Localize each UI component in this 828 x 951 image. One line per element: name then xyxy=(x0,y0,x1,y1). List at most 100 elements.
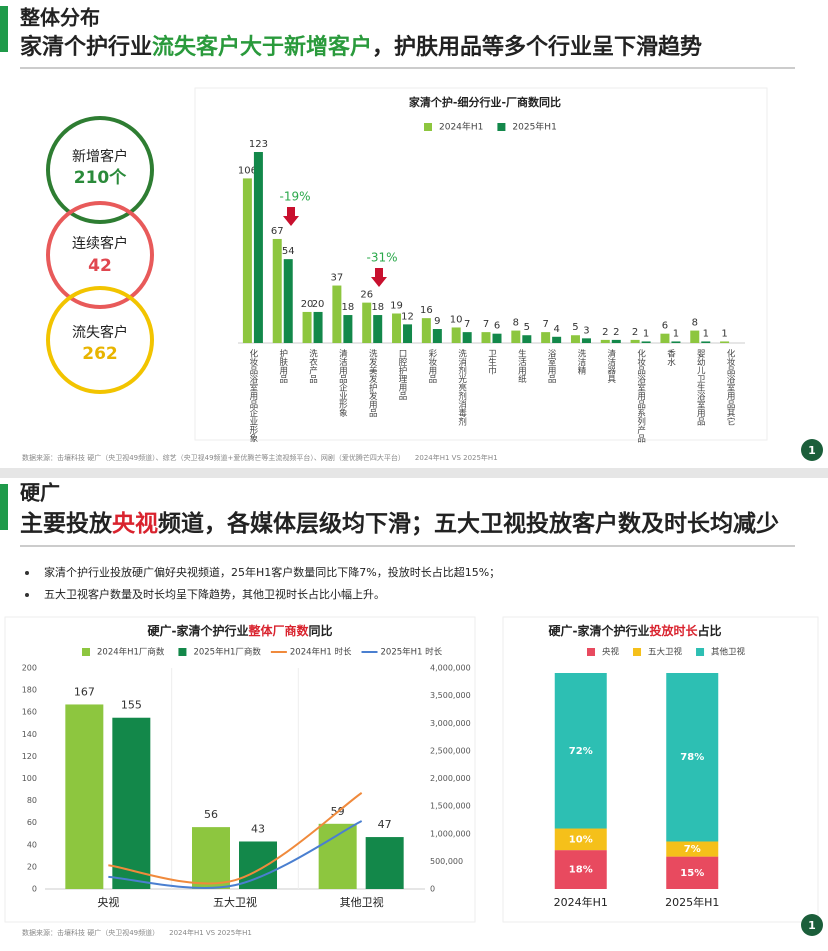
chart-title-highlight: 整体厂商数 xyxy=(247,623,309,638)
legend-swatch xyxy=(633,648,642,656)
data-label: 37 xyxy=(331,273,344,284)
data-label: 16 xyxy=(420,305,433,316)
y2-tick-label: 1,000,000 xyxy=(430,829,471,838)
y-tick-label: 40 xyxy=(27,840,37,849)
data-label: 7% xyxy=(684,844,701,855)
data-label: 78% xyxy=(680,752,704,763)
source-text: 数据来源：击壤科技 硬广（央卫视49频道） xyxy=(22,928,159,937)
legend-swatch xyxy=(178,648,187,656)
bar-segment xyxy=(554,673,607,829)
down-arrow xyxy=(283,207,299,226)
data-label: 47 xyxy=(378,818,392,831)
data-label: 8 xyxy=(513,318,519,329)
y-tick-label: 0 xyxy=(32,885,37,894)
legend-swatch xyxy=(497,123,506,131)
headline-part: ，护肤用品等多个行业呈下滑趋势 xyxy=(372,34,702,60)
source-note: 数据来源：击壤科技 硬广（央卫视49频道）、综艺（央卫视49频道+爱优腾芒等主流… xyxy=(22,453,498,462)
data-label: 15% xyxy=(680,868,704,879)
bar xyxy=(239,841,277,889)
data-label: 7 xyxy=(483,319,489,330)
y-tick-label: 20 xyxy=(27,862,37,871)
x-tick-label: 洗衣产品 xyxy=(308,348,318,384)
data-label: 5 xyxy=(524,322,530,333)
data-label: 56 xyxy=(204,808,218,821)
bar xyxy=(362,302,372,343)
bar-segment xyxy=(666,841,719,857)
bar-segment xyxy=(666,856,719,889)
y-tick-label: 160 xyxy=(22,708,37,717)
bar xyxy=(343,315,353,343)
section-title: 整体分布 xyxy=(19,6,100,30)
bar xyxy=(272,238,282,343)
legend-label: 2025年H1厂商数 xyxy=(193,647,261,658)
bar xyxy=(242,178,252,343)
bar xyxy=(192,827,230,889)
data-label: 106 xyxy=(238,165,257,176)
legend-label: 其他卫视 xyxy=(711,647,746,658)
annotation: -19% xyxy=(279,190,310,204)
bar xyxy=(112,717,151,889)
y2-tick-label: 2,000,000 xyxy=(430,774,471,783)
x-tick-label: 彩妆用品 xyxy=(427,348,437,384)
x-tick-label: 卫生巾 xyxy=(487,349,497,375)
accent-bar xyxy=(0,6,8,52)
bar xyxy=(690,330,700,343)
page-badge xyxy=(801,914,823,936)
source-text: 数据来源：击壤科技 硬广（央卫视49频道）、综艺（央卫视49频道+爱优腾芒等主流… xyxy=(22,453,405,462)
chart-title-highlight: 投放时长 xyxy=(649,623,698,638)
section-title: 硬广 xyxy=(20,481,60,505)
data-label: 20 xyxy=(312,299,325,310)
customer-label: 流失客户 xyxy=(72,324,128,341)
bullet-dot xyxy=(25,593,29,597)
data-label: 8 xyxy=(692,318,698,329)
line xyxy=(108,820,363,889)
customer-label: 连续客户 xyxy=(72,235,128,252)
x-tick-label: 化妆品浴室用品系列产品 xyxy=(636,348,646,443)
bullet: 五大卫视客户数量及时长均呈下降趋势，其他卫视时长占比小幅上升。 xyxy=(44,587,385,601)
data-label: 67 xyxy=(271,226,284,237)
data-label: 43 xyxy=(251,822,265,835)
legend-swatch xyxy=(696,648,705,656)
data-label: 5 xyxy=(572,322,578,333)
bullet-dot xyxy=(25,571,29,575)
data-label: 19 xyxy=(390,300,403,311)
customer-value: 262 xyxy=(82,344,118,364)
bullet: 家清个护行业投放硬广偏好央视频道，25年H1客户数量同比下降7%，投放时长占比超… xyxy=(44,565,500,579)
bar xyxy=(432,329,442,343)
legend-label: 2025年H1 xyxy=(512,121,556,133)
chart-title-part: 硬广-家清个护行业 xyxy=(147,623,248,638)
chart-title-part: 硬广-家清个护行业 xyxy=(548,623,649,638)
bar xyxy=(253,152,263,343)
legend-label: 2024年H1 xyxy=(439,121,483,133)
legend-label: 2024年H1厂商数 xyxy=(97,647,165,658)
data-label: 18% xyxy=(569,865,593,876)
y2-tick-label: 2,500,000 xyxy=(430,746,471,755)
x-tick-label: 生活用纸 xyxy=(516,348,526,384)
customer-circle xyxy=(46,116,154,224)
y2-tick-label: 3,500,000 xyxy=(430,691,471,700)
y2-tick-label: 3,000,000 xyxy=(430,719,471,728)
bar xyxy=(541,332,551,343)
bar xyxy=(701,341,711,343)
data-label: 3 xyxy=(583,325,589,336)
x-tick-label: 洗发美发护发用品 xyxy=(367,348,377,418)
customer-label: 新增客户 xyxy=(72,148,128,165)
y-tick-label: 60 xyxy=(27,818,37,827)
data-label: 12 xyxy=(401,311,414,322)
source-note: 数据来源：击壤科技 硬广（央卫视49频道） 2024年H1 VS 2025年H1 xyxy=(22,928,252,937)
legend-swatch xyxy=(82,648,90,656)
down-arrow xyxy=(371,268,387,287)
bar xyxy=(65,704,104,889)
x-tick-label: 婴幼儿卫生浴室用品 xyxy=(695,349,705,426)
bar-segment xyxy=(554,828,607,851)
headline: 主要投放央视频道，各媒体层级均下滑；五大卫视投放客户数及时长均减少 xyxy=(20,510,779,537)
y-tick-label: 200 xyxy=(22,664,37,673)
data-label: 1 xyxy=(721,328,727,339)
annotation: -31% xyxy=(366,251,397,265)
x-tick-label: 口腔护理用品 xyxy=(397,349,407,401)
x-tick-label: 洗消剂光亮剂消毒剂 xyxy=(457,348,467,426)
bar xyxy=(552,336,562,343)
bar xyxy=(365,837,404,889)
y2-tick-label: 1,500,000 xyxy=(430,802,471,811)
y-tick-label: 140 xyxy=(22,730,37,739)
